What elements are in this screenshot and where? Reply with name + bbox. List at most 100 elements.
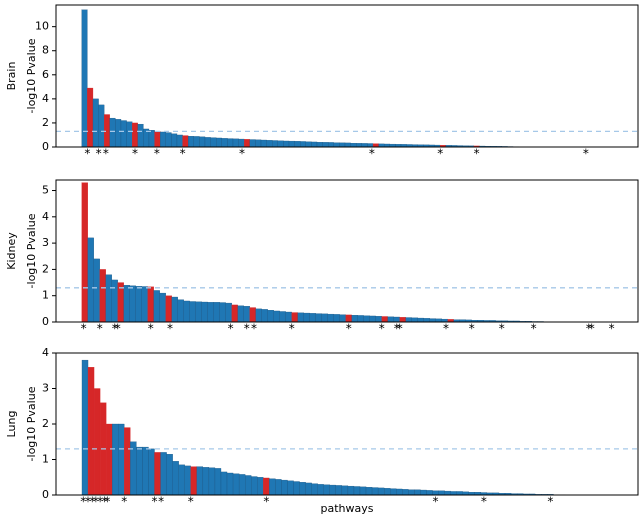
bar	[176, 134, 183, 148]
bar	[129, 285, 136, 323]
bar	[117, 282, 124, 323]
marker: *	[443, 322, 449, 336]
marker: *	[80, 495, 86, 509]
marker: *	[433, 495, 439, 509]
bar	[105, 274, 112, 323]
bar	[193, 136, 200, 148]
marker: *	[158, 495, 164, 509]
bar	[277, 140, 284, 148]
bar	[299, 482, 306, 496]
axes-frame	[55, 179, 639, 323]
bar	[99, 269, 106, 323]
marker: *	[81, 322, 87, 336]
marker: *	[589, 322, 595, 336]
bar	[115, 119, 122, 148]
bar	[147, 286, 154, 323]
y-tick-label: 3	[42, 236, 49, 249]
marker: *	[97, 322, 103, 336]
bar	[165, 295, 172, 323]
bar	[130, 441, 137, 496]
bar	[279, 311, 286, 323]
bar	[272, 140, 278, 148]
marker: *	[547, 495, 553, 509]
marker: *	[583, 147, 589, 161]
bar	[153, 290, 160, 323]
marker: *	[499, 322, 505, 336]
bar	[359, 486, 367, 496]
bar	[263, 477, 270, 496]
bar	[177, 299, 184, 323]
bar	[341, 485, 349, 496]
bar	[322, 142, 329, 148]
bar	[266, 140, 273, 148]
bar	[327, 313, 334, 323]
y-tick-label: 4	[42, 92, 49, 105]
bar	[124, 427, 131, 496]
marker: *	[394, 322, 400, 336]
marker: *	[251, 322, 257, 336]
bar	[204, 137, 211, 148]
bar	[148, 448, 155, 496]
bar	[311, 483, 318, 496]
y-tick-label: 5	[42, 184, 49, 197]
bar	[141, 286, 148, 323]
bar	[98, 104, 105, 148]
bar	[178, 464, 185, 496]
bar	[232, 138, 239, 148]
bar	[269, 478, 276, 496]
bar	[294, 141, 301, 148]
bar	[361, 143, 368, 148]
marker: *	[180, 147, 186, 161]
bar	[344, 142, 351, 148]
bar	[87, 237, 94, 323]
marker: *	[167, 322, 173, 336]
bar	[333, 314, 340, 323]
bar	[142, 446, 149, 496]
marker: *	[263, 495, 269, 509]
bar	[213, 302, 220, 323]
bar	[384, 488, 391, 496]
bar	[249, 139, 256, 148]
bar	[132, 122, 138, 148]
bar	[438, 490, 445, 496]
bar	[221, 138, 228, 148]
y-tick-label: 0	[42, 140, 49, 153]
y-tick-label: 6	[42, 68, 49, 81]
bar	[126, 121, 133, 148]
bar	[208, 467, 216, 496]
y-tick-label: 10	[35, 20, 49, 33]
bar	[216, 137, 222, 148]
marker: *	[154, 147, 160, 161]
bar	[353, 486, 361, 496]
bar	[275, 479, 282, 496]
marker: *	[474, 147, 480, 161]
bar	[405, 317, 412, 323]
bar	[111, 279, 118, 323]
bar	[172, 461, 179, 496]
group-label: Kidney	[5, 232, 18, 270]
y-tick-label: 1	[42, 289, 49, 302]
bar	[249, 307, 256, 323]
bar	[87, 87, 94, 148]
bar	[402, 489, 409, 496]
bar	[429, 318, 436, 323]
marker: *	[93, 495, 99, 509]
bar	[227, 138, 234, 148]
bar	[288, 140, 295, 148]
bar	[244, 139, 250, 148]
bar	[281, 479, 288, 496]
y-tick-label: 0	[42, 488, 49, 501]
bar	[300, 141, 306, 148]
bar	[328, 142, 334, 148]
bar	[329, 484, 336, 496]
bar	[450, 491, 457, 496]
bar	[255, 308, 262, 323]
bar	[92, 98, 99, 148]
bar	[171, 296, 178, 323]
marker: *	[289, 322, 295, 336]
bar	[188, 136, 194, 148]
marker: *	[397, 322, 403, 336]
bar	[408, 489, 415, 496]
bar	[202, 467, 210, 496]
